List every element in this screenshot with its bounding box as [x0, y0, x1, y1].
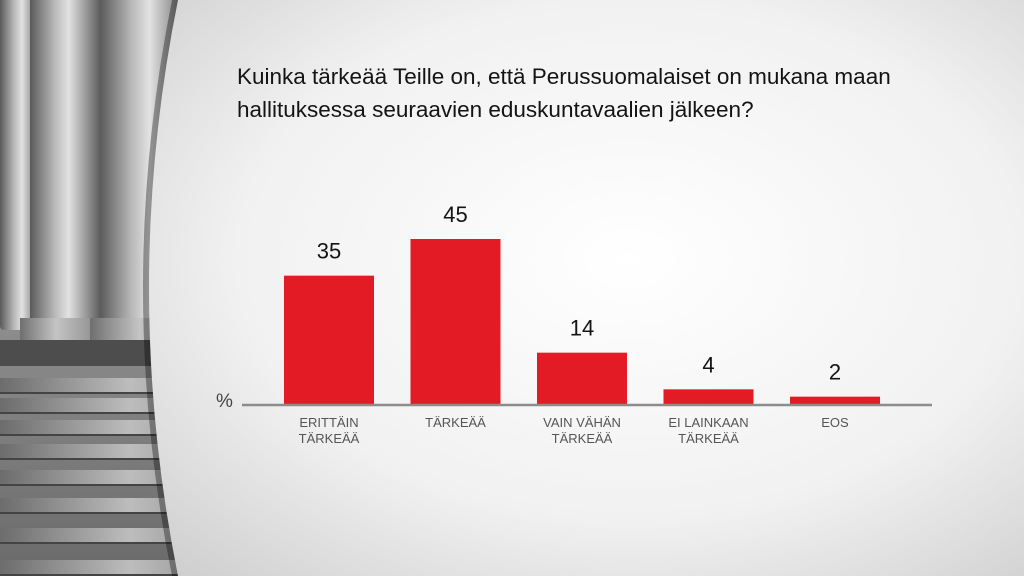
- data-label: 14: [570, 316, 594, 341]
- bar: [790, 396, 880, 404]
- chart-title: Kuinka tärkeää Teille on, että Perussuom…: [237, 64, 891, 122]
- category-label: TÄRKEÄÄ: [299, 431, 360, 446]
- pillar: [30, 0, 100, 330]
- unit-label: %: [216, 391, 233, 412]
- category-label: EI LAINKAAN: [668, 415, 748, 430]
- bar: [410, 239, 501, 404]
- category-label: EOS: [821, 415, 849, 430]
- data-label: 45: [443, 202, 467, 227]
- category-label: TÄRKEÄÄ: [552, 431, 613, 446]
- bar: [537, 352, 627, 404]
- category-label: TÄRKEÄÄ: [678, 431, 739, 446]
- bar: [284, 275, 374, 404]
- data-label: 4: [702, 352, 714, 377]
- data-label: 35: [317, 239, 341, 264]
- bar: [663, 389, 754, 404]
- data-label: 2: [829, 360, 841, 385]
- category-label: TÄRKEÄÄ: [425, 415, 486, 430]
- category-label: ERITTÄIN: [299, 415, 358, 430]
- pillar-base: [20, 318, 100, 344]
- category-label: VAIN VÄHÄN: [543, 415, 621, 430]
